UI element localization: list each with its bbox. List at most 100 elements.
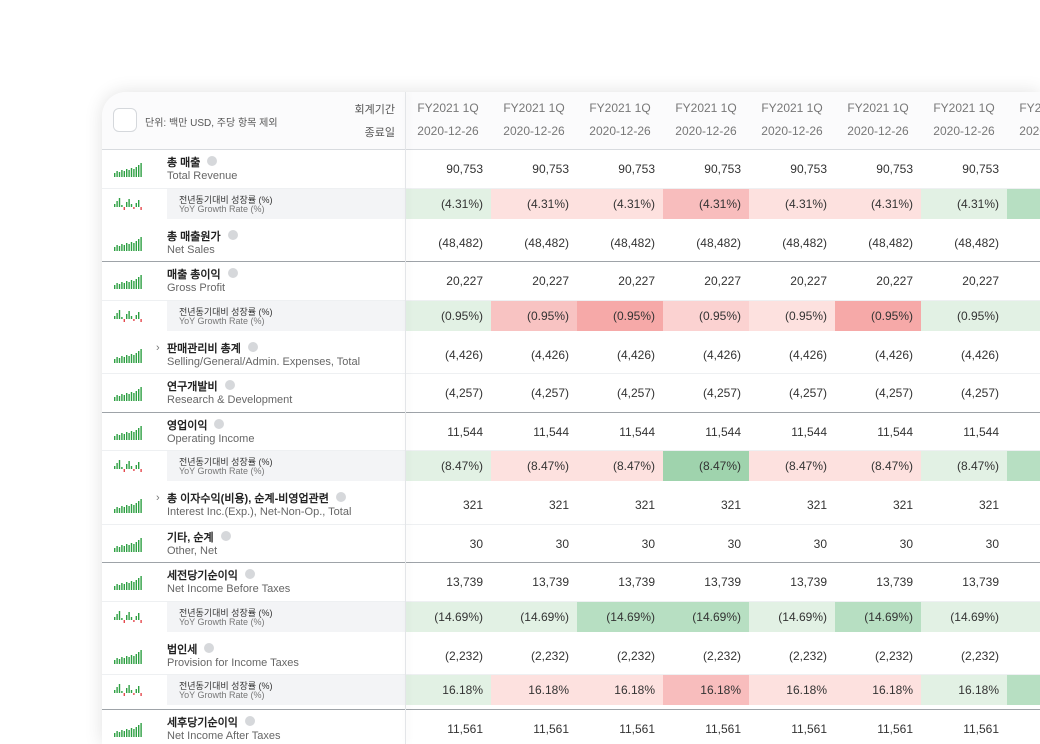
yoy-cell-bg (749, 188, 835, 219)
yoy-cell-bg (1007, 601, 1040, 632)
sparkline-bar (116, 545, 118, 552)
sparkline-bar (135, 202, 137, 207)
sparkline-bar (121, 617, 123, 620)
yoy-label-bg (167, 300, 405, 331)
column-date: 2020-12-26 (417, 124, 479, 138)
sparkline-bar (121, 316, 123, 319)
row-name-ko: 세전당기순이익 (167, 570, 238, 582)
row-divider (102, 187, 1040, 189)
yoy-value: 16.18% (872, 683, 913, 697)
sparkline-bar (123, 244, 125, 251)
info-icon (228, 268, 238, 278)
sparkline-bar (135, 391, 137, 402)
yoy-value: (8.47%) (784, 459, 827, 473)
sparkline-bar (133, 393, 135, 402)
cell-value: 20,227 (446, 274, 483, 288)
sparkline-bar (123, 283, 125, 290)
yoy-value: 16.18% (442, 683, 483, 697)
sparkline-bar (133, 431, 135, 440)
column-period: FY2021 1Q (503, 101, 565, 115)
cell-value: (4,426) (960, 347, 999, 362)
sparkline-bar (118, 245, 121, 251)
sparkline-bar (123, 619, 125, 623)
sparkline-icon (114, 684, 142, 696)
info-icon (204, 642, 214, 653)
group-divider (102, 411, 1040, 413)
expand-chevron[interactable]: › (156, 341, 160, 354)
row-name-ko: 판매관리비 총계 (167, 342, 241, 355)
sparkline-bar (135, 279, 137, 290)
yoy-cell-bg (921, 300, 1007, 331)
sparkline-bar (138, 651, 140, 664)
cell-value: 11,561 (619, 722, 655, 736)
sparkline-bar (140, 425, 142, 440)
cell-value: 11,544 (705, 424, 741, 439)
row-name-ko: 법인세 (167, 643, 198, 656)
sparkline-bar (138, 612, 140, 620)
cell-value: 13,739 (876, 575, 913, 589)
yoy-name-en: YoY Growth Rate (%) (179, 690, 265, 700)
cell-value: (2,232) (788, 648, 827, 663)
row-divider (102, 674, 1040, 675)
row-name-ko: 총 매출 (167, 157, 201, 169)
sparkline-bar (126, 464, 128, 469)
sparkline-bar (130, 203, 133, 207)
yoy-cell-bg (577, 188, 663, 219)
cell-value: (4,426) (530, 347, 569, 362)
sparkline-bar (135, 541, 137, 552)
cell-value: (48,482) (696, 235, 741, 250)
yoy-label-bg (167, 451, 405, 481)
cell-value: 30 (813, 536, 827, 551)
sparkline-bar (114, 586, 116, 591)
sparkline-bar (126, 201, 128, 207)
yoy-value: (4.31%) (698, 196, 741, 211)
sparkline-bar (140, 163, 142, 178)
sparkline-bar (121, 656, 123, 664)
sparkline-bar (118, 684, 121, 693)
cell-value: (48,482) (524, 235, 569, 250)
yoy-value: (8.47%) (526, 459, 569, 473)
sparkline-bar (128, 506, 130, 514)
yoy-cell-bg (835, 188, 921, 219)
expand-button[interactable] (113, 108, 137, 132)
cell-value: 11,544 (447, 424, 483, 439)
sparkline-bar (130, 542, 133, 552)
yoy-value: (0.95%) (698, 308, 741, 323)
yoy-value: (4.31%) (440, 196, 483, 211)
sparkline-bar (138, 389, 140, 402)
sparkline-bar (130, 466, 133, 469)
cell-value: 13,739 (446, 575, 483, 589)
sparkline-bar (138, 199, 140, 207)
sparkline-bar (114, 690, 116, 693)
sparkline-bar (128, 170, 130, 178)
sparkline-bar (140, 499, 142, 514)
sparkline-bar (133, 318, 135, 321)
sparkline-bar (116, 283, 118, 290)
yoy-name-en: YoY Growth Rate (%) (179, 315, 265, 326)
sparkline-bar (135, 314, 137, 319)
sparkline-icon (114, 275, 142, 290)
cell-value: (4,426) (874, 347, 913, 362)
sparkline-bar (140, 387, 142, 402)
yoy-value: (4.31%) (526, 196, 569, 211)
cell-value: 30 (555, 536, 569, 551)
sparkline-bar (118, 434, 121, 440)
sparkline-bar (126, 169, 128, 178)
sparkline-bar (121, 355, 123, 363)
yoy-name-en: YoY Growth Rate (%) (179, 616, 265, 627)
row-name-ko: 연구개발비 (167, 381, 218, 393)
expand-chevron[interactable]: › (156, 492, 160, 504)
yoy-value: (14.69%) (692, 609, 741, 624)
yoy-value: 16.18% (614, 683, 655, 697)
sparkline-bar (133, 469, 135, 471)
yoy-value: (0.95%) (526, 308, 569, 323)
sparkline-bar (114, 203, 116, 207)
cell-value: 11,561 (791, 722, 827, 736)
sparkline-bar (121, 583, 123, 591)
sparkline-bar (118, 460, 121, 469)
cell-value: 20,227 (962, 274, 999, 288)
sparkline-bar (135, 465, 137, 469)
info-icon (225, 380, 235, 390)
sparkline-bar (126, 543, 128, 552)
sparkline-bar (133, 582, 135, 591)
